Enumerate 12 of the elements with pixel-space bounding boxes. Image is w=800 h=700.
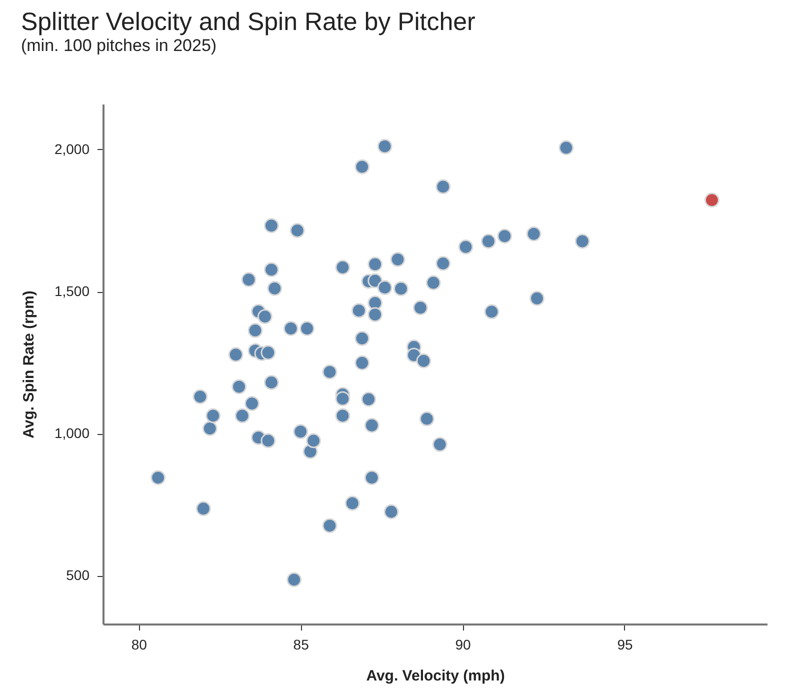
- y-tick-label: 1,000: [54, 425, 90, 442]
- y-tick-label: 2,000: [54, 140, 90, 157]
- chart-title: Splitter Velocity and Spin Rate by Pitcher: [20, 8, 476, 36]
- x-axis-title: Avg. Velocity (mph): [366, 668, 505, 684]
- chart-subtitle: (min. 100 pitches in 2025): [20, 36, 217, 55]
- x-tick-label: 85: [293, 636, 310, 652]
- x-tick-label: 80: [131, 636, 148, 652]
- y-tick-label: 500: [66, 567, 90, 584]
- y-axis-title: Avg. Spin Rate (rpm): [20, 290, 38, 438]
- x-tick-label: 90: [455, 636, 472, 652]
- y-tick-label: 1,500: [54, 283, 90, 300]
- x-tick-label: 95: [617, 636, 633, 652]
